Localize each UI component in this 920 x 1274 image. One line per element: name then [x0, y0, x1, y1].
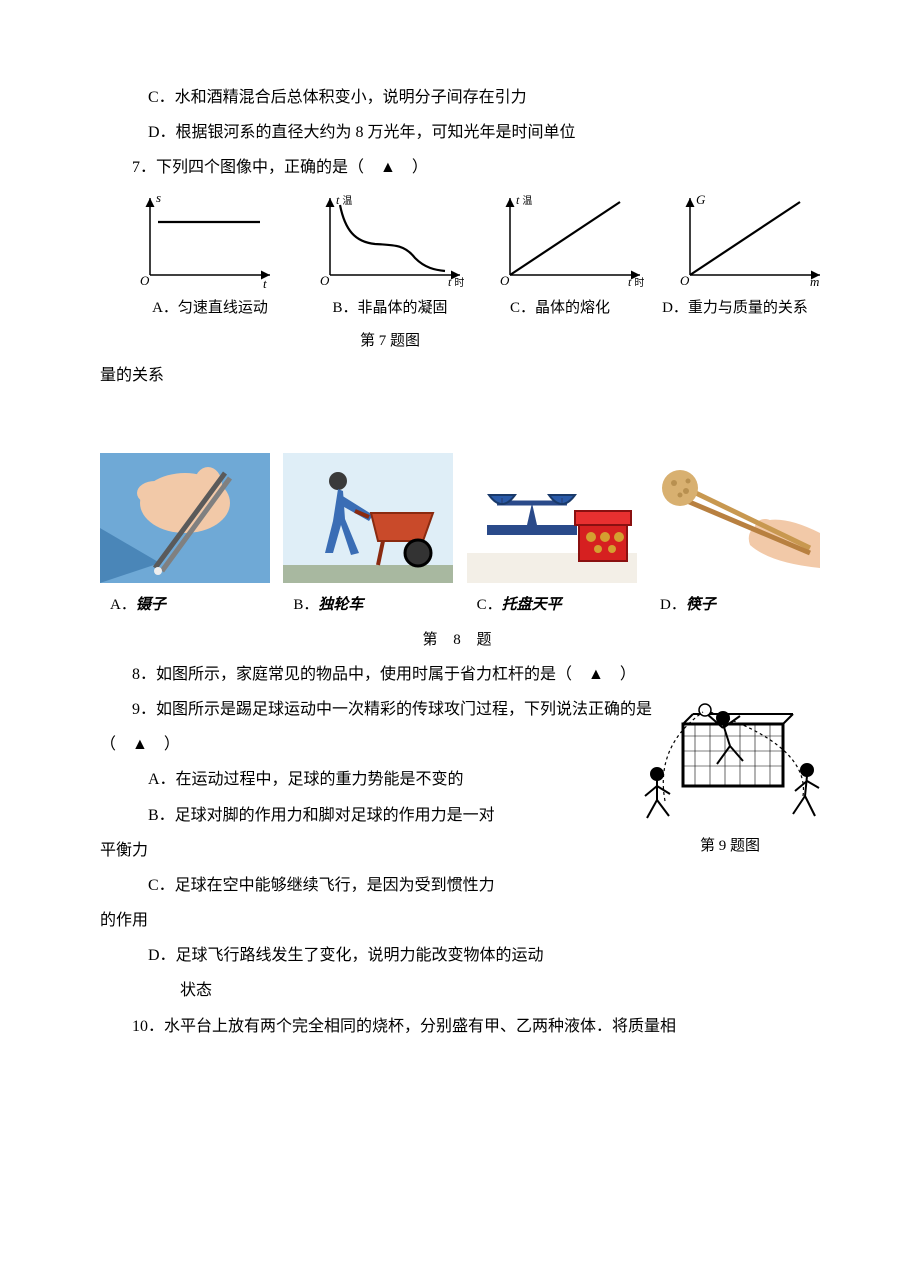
q8-fig-b — [283, 453, 453, 583]
q7-fig-d: O m G — [670, 190, 820, 290]
q8-figures-row — [100, 453, 820, 583]
q8-fig-d — [650, 453, 820, 583]
q9-option-c-line1: C．足球在空中能够继续飞行，是因为受到惯性力 — [100, 868, 620, 903]
q8-label-a: A．镊子 — [100, 589, 270, 622]
svg-text:t 时: t 时 — [448, 275, 464, 289]
q9-option-d-line2: 状态 — [100, 973, 820, 1008]
svg-text:m: m — [810, 274, 819, 289]
svg-text:t 温: t 温 — [336, 193, 352, 207]
svg-text:t 时: t 时 — [628, 275, 644, 289]
q7-chart-a: O t s — [130, 190, 280, 290]
q8-label-b: B．独轮车 — [283, 589, 453, 622]
q7-extra-line: 量的关系 — [100, 358, 820, 393]
q8-caption: 第 8 题 — [100, 624, 820, 657]
wheelbarrow-image — [283, 453, 453, 583]
q7-label-d: D．重力与质量的关系 — [650, 292, 820, 325]
svg-text:O: O — [320, 273, 330, 288]
svg-text:O: O — [500, 273, 510, 288]
q6-option-d: D．根据银河系的直径大约为 8 万光年，可知光年是时间单位 — [100, 115, 820, 150]
q7-fig-b: O t 时 t 温 — [310, 190, 460, 290]
q7-fig-c: O t 时 t 温 — [490, 190, 640, 290]
svg-text:O: O — [680, 273, 690, 288]
q7-chart-d: O m G — [670, 190, 830, 290]
q8-label-c: C．托盘天平 — [467, 589, 637, 622]
q8-fig-c — [467, 453, 637, 583]
q6-option-c: C．水和酒精混合后总体积变小，说明分子间存在引力 — [100, 80, 820, 115]
q7-figures-row: O t s O t 时 t 温 — [130, 190, 820, 290]
chopsticks-image — [650, 453, 820, 583]
q7-label-c: C．晶体的熔化 — [490, 292, 630, 325]
svg-text:G: G — [696, 192, 706, 207]
balance-scale-image — [467, 453, 637, 583]
svg-text:t: t — [263, 276, 267, 290]
q7-label-a: A．匀速直线运动 — [130, 292, 290, 325]
q8-fig-a — [100, 453, 270, 583]
q8-labels-row: A．镊子 B．独轮车 C．托盘天平 D．筷子 — [100, 589, 820, 622]
q9-option-a: A．在运动过程中，足球的重力势能是不变的 — [100, 762, 620, 797]
soccer-goal-image — [635, 696, 825, 826]
q7-labels-row: A．匀速直线运动 B．非晶体的凝固 第 7 题图 C．晶体的熔化 D．重力与质量… — [130, 292, 820, 358]
q9-option-c-line2: 的作用 — [100, 903, 820, 938]
q7-chart-c: O t 时 t 温 — [490, 190, 650, 290]
svg-text:s: s — [156, 190, 161, 205]
q7-caption: 第 7 题图 — [360, 333, 420, 349]
q9-caption: 第 9 题图 — [630, 830, 830, 863]
q7-chart-b: O t 时 t 温 — [310, 190, 470, 290]
tweezers-image — [100, 453, 270, 583]
q8-label-d: D．筷子 — [650, 589, 820, 622]
q7-fig-a: O t s — [130, 190, 280, 290]
q7-label-b: B．非晶体的凝固 第 7 题图 — [310, 292, 470, 358]
q9-option-b-line1: B．足球对脚的作用力和脚对足球的作用力是一对 — [100, 798, 620, 833]
svg-text:t 温: t 温 — [516, 193, 532, 207]
svg-text:O: O — [140, 273, 150, 288]
q8-stem: 8．如图所示，家庭常见的物品中，使用时属于省力杠杆的是（ ▲ ） — [100, 657, 820, 692]
q7-stem: 7．下列四个图像中，正确的是（ ▲ ） — [100, 150, 820, 185]
q9-option-d-line1: D．足球飞行路线发生了变化，说明力能改变物体的运动 — [100, 938, 820, 973]
q9-figure: 第 9 题图 — [630, 696, 830, 863]
q10-stem: 10．水平台上放有两个完全相同的烧杯，分别盛有甲、乙两种液体．将质量相 — [100, 1009, 820, 1044]
